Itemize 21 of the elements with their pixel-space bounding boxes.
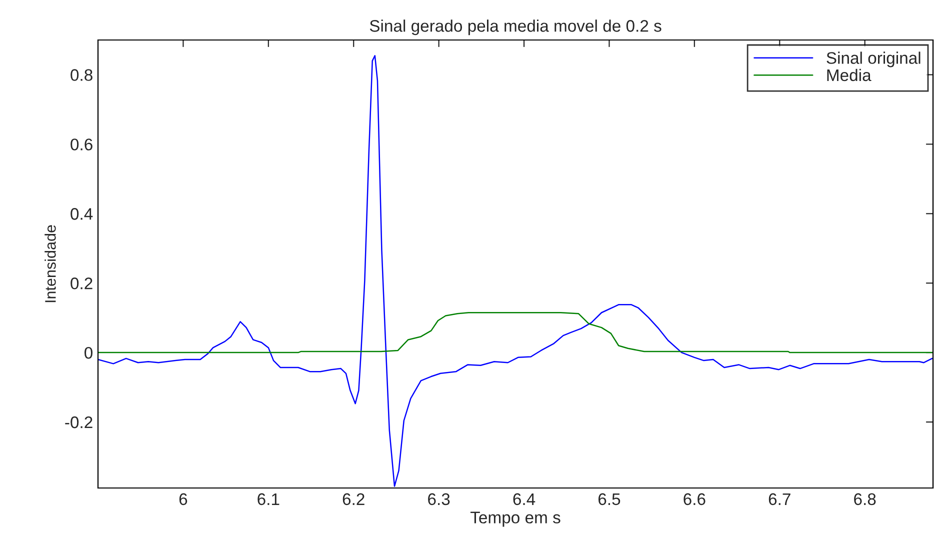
x-tick-label: 6.8 bbox=[854, 493, 876, 506]
y-axis-title: Intensidade bbox=[44, 225, 56, 302]
line-series bbox=[98, 312, 933, 354]
y-tick-label: 0.8 bbox=[70, 69, 92, 81]
x-tick-label: 6.5 bbox=[598, 493, 620, 506]
y-tick-label: 0 bbox=[84, 346, 92, 359]
x-tick-label: 6.6 bbox=[684, 493, 706, 506]
x-axis-title: Tempo em s bbox=[470, 512, 560, 527]
x-tick-label: 6 bbox=[179, 493, 188, 506]
y-tick-label: 0.2 bbox=[70, 278, 92, 290]
y-tick-label: 0.6 bbox=[70, 138, 92, 150]
x-tick-label: 6.7 bbox=[768, 493, 790, 506]
legend-label: Sinal original bbox=[826, 52, 920, 68]
x-tick-label: 6.3 bbox=[428, 493, 450, 506]
x-tick-label: 6.1 bbox=[258, 493, 280, 506]
y-tick-label: 0.4 bbox=[70, 208, 93, 220]
chart-title: Sinal gerado pela media movel de 0.2 s bbox=[370, 20, 662, 36]
y-tick-label: -0.2 bbox=[65, 416, 92, 428]
legend-label: Media bbox=[827, 68, 872, 82]
x-tick-label: 6.2 bbox=[342, 493, 364, 506]
x-tick-label: 6.4 bbox=[513, 493, 536, 506]
